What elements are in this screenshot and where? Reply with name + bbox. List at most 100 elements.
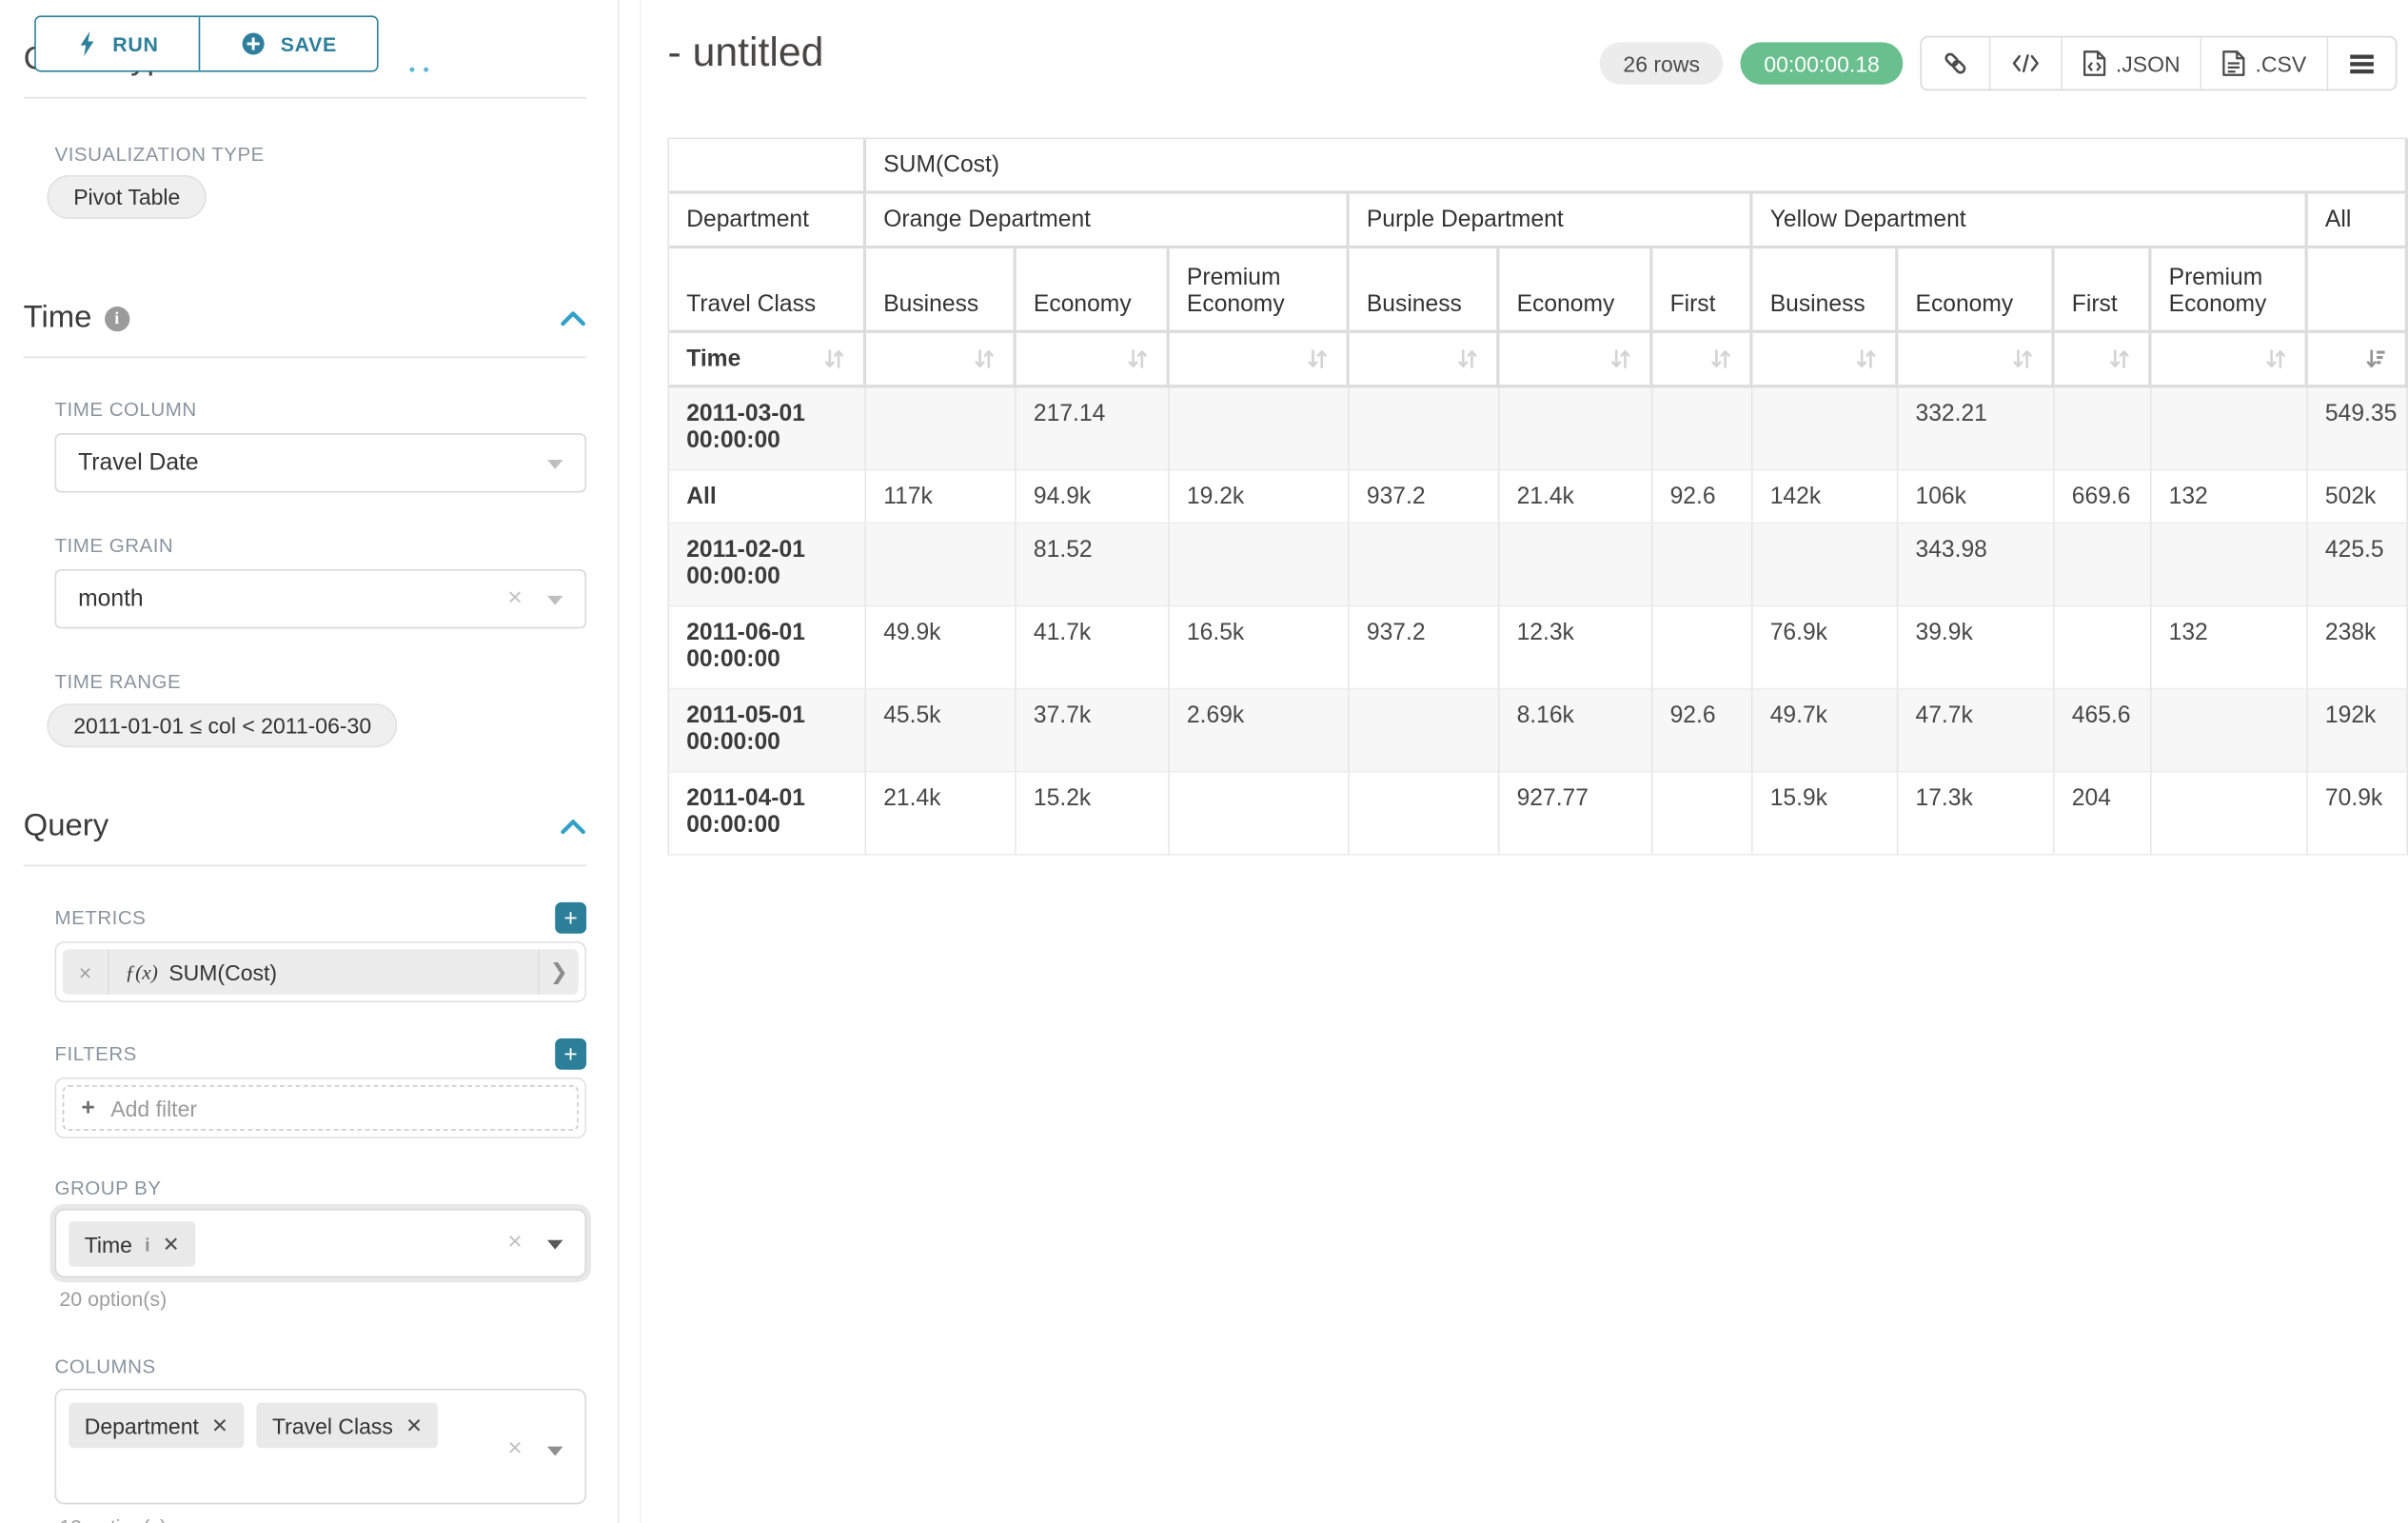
link-icon bbox=[1944, 52, 1966, 74]
value-cell bbox=[1752, 387, 1899, 471]
sort-header-cell[interactable] bbox=[1016, 332, 1170, 388]
filters-container: + Add filter bbox=[54, 1077, 587, 1139]
save-button[interactable]: SAVE bbox=[199, 17, 378, 70]
remove-tag-icon[interactable]: ✕ bbox=[405, 1413, 423, 1436]
column-leaf-header[interactable]: Premium Economy bbox=[1169, 248, 1350, 333]
sort-arrows-icon[interactable] bbox=[1709, 347, 1733, 371]
value-cell: 2.69k bbox=[1169, 689, 1350, 773]
sort-header-cell[interactable] bbox=[1349, 332, 1500, 388]
sort-arrows-icon[interactable] bbox=[1854, 347, 1878, 371]
column-leaf-header[interactable]: Economy bbox=[1499, 248, 1653, 333]
value-cell: 332.21 bbox=[1898, 387, 2055, 471]
column-group-header[interactable]: Orange Department bbox=[866, 193, 1350, 249]
value-cell: 465.6 bbox=[2054, 689, 2152, 773]
run-button[interactable]: RUN bbox=[35, 17, 200, 70]
export-csv-button[interactable]: .CSV bbox=[2201, 37, 2327, 89]
caret-down-icon bbox=[547, 1239, 563, 1250]
column-leaf-header[interactable]: Premium Economy bbox=[2151, 248, 2308, 333]
sort-descending-icon[interactable] bbox=[2364, 347, 2388, 371]
sort-header-cell[interactable] bbox=[1752, 332, 1899, 388]
metric-name: SUM(Cost) bbox=[168, 959, 278, 985]
column-leaf-header[interactable]: First bbox=[2054, 248, 2152, 333]
tag-label: Department bbox=[84, 1413, 199, 1438]
sort-header-cell[interactable] bbox=[1652, 332, 1753, 388]
sort-header-cell[interactable] bbox=[866, 332, 1016, 388]
column-leaf-header[interactable]: Economy bbox=[1016, 248, 1170, 333]
time-section-header[interactable]: Time i bbox=[24, 300, 586, 336]
sort-arrows-icon[interactable] bbox=[1456, 347, 1480, 371]
export-json-label: .JSON bbox=[2115, 50, 2181, 76]
panel-resize-gutter[interactable] bbox=[639, 0, 641, 1523]
hamburger-menu-icon bbox=[2350, 53, 2374, 73]
corner-cell bbox=[669, 139, 867, 194]
chevron-up-icon[interactable] bbox=[560, 309, 586, 326]
metric-item[interactable]: × ƒ(x) SUM(Cost) ❯ bbox=[62, 949, 579, 995]
add-metric-button[interactable]: + bbox=[555, 901, 587, 934]
clear-icon[interactable]: × bbox=[507, 1229, 523, 1256]
sort-header-cell[interactable] bbox=[2151, 332, 2308, 388]
export-json-button[interactable]: .JSON bbox=[2061, 37, 2201, 89]
group-by-select[interactable]: Time i ✕ × bbox=[54, 1208, 587, 1278]
chevron-up-icon[interactable] bbox=[560, 818, 586, 835]
column-leaf-header[interactable]: Economy bbox=[1898, 248, 2055, 333]
lightning-icon bbox=[80, 30, 94, 57]
embed-code-button[interactable] bbox=[1988, 37, 2062, 89]
sort-arrows-icon[interactable] bbox=[2264, 347, 2288, 371]
column-leaf-header[interactable] bbox=[2307, 248, 2408, 333]
add-filter-button[interactable]: + bbox=[555, 1038, 587, 1070]
time-column-select[interactable]: Travel Date bbox=[54, 433, 587, 493]
column-group-header[interactable]: Yellow Department bbox=[1752, 193, 2308, 249]
sort-arrows-icon[interactable] bbox=[2108, 347, 2132, 371]
remove-tag-icon[interactable]: ✕ bbox=[211, 1413, 228, 1436]
selected-option-tag[interactable]: Department ✕ bbox=[69, 1402, 245, 1449]
selected-option-tag[interactable]: Time i ✕ bbox=[69, 1221, 196, 1267]
sort-header-cell[interactable] bbox=[1499, 332, 1653, 388]
column-leaf-header[interactable]: First bbox=[1652, 248, 1753, 333]
row-count-badge: 26 rows bbox=[1599, 42, 1724, 85]
sort-arrows-icon[interactable] bbox=[822, 347, 846, 371]
query-timer-badge: 00:00:00.18 bbox=[1740, 42, 1904, 85]
remove-tag-icon[interactable]: ✕ bbox=[162, 1231, 180, 1256]
time-grain-select[interactable]: month × bbox=[54, 569, 587, 629]
copy-link-button[interactable] bbox=[1922, 37, 1989, 89]
plus-circle-icon bbox=[243, 32, 266, 55]
column-leaf-header[interactable]: Business bbox=[866, 248, 1016, 333]
selected-option-tag[interactable]: Travel Class ✕ bbox=[256, 1402, 439, 1449]
sort-header-cell[interactable] bbox=[2054, 332, 2152, 388]
columns-select[interactable]: Department ✕ Travel Class ✕ × bbox=[54, 1388, 587, 1505]
viz-type-pill[interactable]: Pivot Table bbox=[47, 175, 207, 220]
sort-header-cell[interactable] bbox=[2307, 332, 2408, 388]
time-header-cell[interactable]: Time bbox=[669, 332, 867, 388]
value-cell bbox=[1652, 387, 1753, 471]
sort-arrows-icon[interactable] bbox=[1126, 347, 1150, 371]
sort-arrows-icon[interactable] bbox=[1306, 347, 1330, 371]
column-group-header[interactable]: Purple Department bbox=[1349, 193, 1753, 249]
value-cell: 669.6 bbox=[2054, 470, 2152, 524]
clear-icon[interactable]: × bbox=[507, 1435, 523, 1463]
value-cell: 92.6 bbox=[1652, 689, 1753, 773]
value-cell: 117k bbox=[866, 470, 1016, 524]
column-leaf-header[interactable]: Business bbox=[1349, 248, 1500, 333]
add-filter-dropzone[interactable]: + Add filter bbox=[62, 1085, 579, 1131]
query-section-header[interactable]: Query bbox=[24, 808, 586, 844]
value-cell: 937.2 bbox=[1349, 606, 1500, 690]
value-cell: 106k bbox=[1898, 470, 2055, 524]
value-cell: 15.2k bbox=[1016, 772, 1170, 856]
value-cell: 12.3k bbox=[1499, 606, 1653, 690]
sort-header-cell[interactable] bbox=[1169, 332, 1350, 388]
menu-button[interactable] bbox=[2326, 37, 2396, 89]
sort-header-cell[interactable] bbox=[1898, 332, 2055, 388]
column-group-header[interactable]: All bbox=[2307, 193, 2408, 249]
json-file-icon bbox=[2083, 50, 2106, 76]
remove-metric-icon[interactable]: × bbox=[63, 949, 110, 995]
column-leaf-header[interactable]: Business bbox=[1752, 248, 1899, 333]
sort-arrows-icon[interactable] bbox=[1609, 347, 1633, 371]
run-label: RUN bbox=[112, 31, 159, 56]
sort-arrows-icon[interactable] bbox=[2011, 347, 2035, 371]
clear-icon[interactable]: × bbox=[507, 584, 523, 612]
chevron-right-icon[interactable]: ❯ bbox=[538, 949, 579, 995]
sort-arrows-icon[interactable] bbox=[973, 347, 997, 371]
time-range-pill[interactable]: 2011-01-01 ≤ col < 2011-06-30 bbox=[47, 703, 399, 748]
export-button-group: .JSON .CSV bbox=[1920, 35, 2398, 91]
value-cell bbox=[1169, 387, 1350, 471]
